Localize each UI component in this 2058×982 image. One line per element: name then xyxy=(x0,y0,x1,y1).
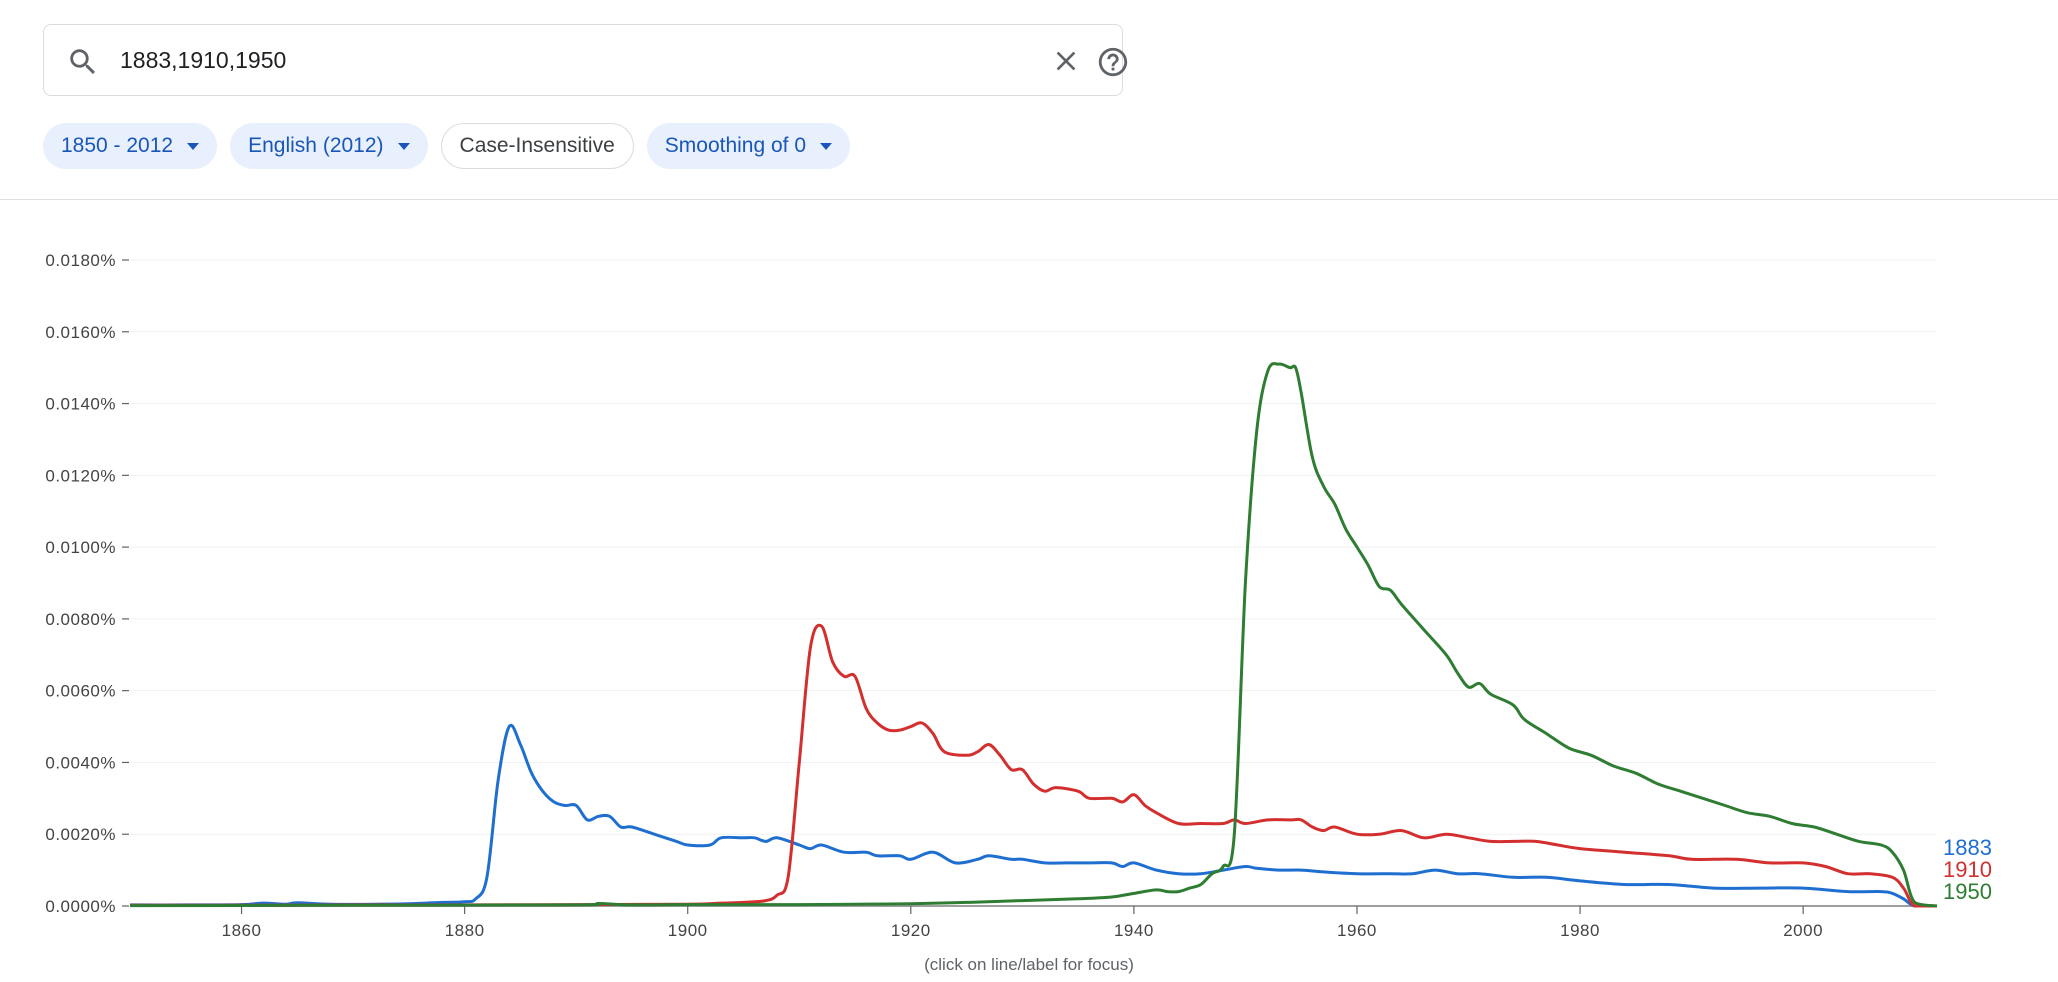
y-tick-label: 0.0180% xyxy=(45,251,116,270)
x-tick-label: 1920 xyxy=(891,921,931,940)
x-axis: 1860 1880 1900 1920 1940 1960 1980 2000 xyxy=(130,905,1937,940)
series-line-1950[interactable] xyxy=(129,362,1938,908)
close-icon[interactable] xyxy=(1050,45,1082,77)
y-tick-label: 0.0120% xyxy=(45,466,116,485)
x-tick-label: 1960 xyxy=(1337,921,1377,940)
help-circle-icon[interactable] xyxy=(1096,45,1130,79)
y-tick-label: 0.0140% xyxy=(45,395,116,414)
series-lines xyxy=(129,362,1938,908)
grid-lines xyxy=(130,259,1937,835)
y-tick-label: 0.0000% xyxy=(45,897,116,916)
y-tick-label: 0.0160% xyxy=(45,323,116,342)
caret-down-icon xyxy=(187,142,200,150)
year-range-label: 1850 - 2012 xyxy=(61,134,174,157)
caret-down-icon xyxy=(820,142,833,150)
filter-chips: 1850 - 2012 English (2012) Case-Insensit… xyxy=(43,123,851,169)
series-label-1950[interactable]: 1950 xyxy=(1943,879,1992,904)
search-icon xyxy=(70,49,96,75)
header-divider xyxy=(0,199,2058,200)
smoothing-dropdown[interactable]: Smoothing of 0 xyxy=(646,123,851,169)
x-tick-label: 1880 xyxy=(445,921,485,940)
x-tick-label: 2000 xyxy=(1783,921,1823,940)
x-tick-label: 1940 xyxy=(1114,921,1154,940)
x-tick-label: 1860 xyxy=(222,921,262,940)
series-label-1883[interactable]: 1883 xyxy=(1943,835,1992,860)
series-line-1883[interactable] xyxy=(129,723,1937,908)
corpus-dropdown[interactable]: English (2012) xyxy=(230,123,428,169)
series-label-1910[interactable]: 1910 xyxy=(1943,857,1992,882)
smoothing-label: Smoothing of 0 xyxy=(664,134,807,157)
y-tick-label: 0.0060% xyxy=(45,682,116,701)
ngram-chart: 0.0000% 0.0020% 0.0040% 0.0060% 0.0080% 0.010… xyxy=(45,251,1992,940)
x-tick-label: 1900 xyxy=(668,921,708,940)
search-box xyxy=(43,24,1128,96)
y-tick-label: 0.0020% xyxy=(45,825,116,844)
case-insensitive-toggle[interactable]: Case-Insensitive xyxy=(440,123,634,169)
x-tick-label: 1980 xyxy=(1560,921,1600,940)
y-tick-label: 0.0100% xyxy=(45,538,116,557)
series-line-1910[interactable] xyxy=(129,623,1937,908)
y-tick-label: 0.0040% xyxy=(45,753,116,772)
y-axis: 0.0000% 0.0020% 0.0040% 0.0060% 0.0080% 0.010… xyxy=(45,251,129,916)
year-range-dropdown[interactable]: 1850 - 2012 xyxy=(43,123,218,169)
case-label: Case-Insensitive xyxy=(459,134,615,157)
caret-down-icon xyxy=(397,142,410,150)
search-input[interactable] xyxy=(120,37,1000,83)
focus-hint: (click on line/label for focus) xyxy=(924,955,1134,974)
corpus-label: English (2012) xyxy=(248,134,384,157)
y-tick-label: 0.0080% xyxy=(45,610,116,629)
